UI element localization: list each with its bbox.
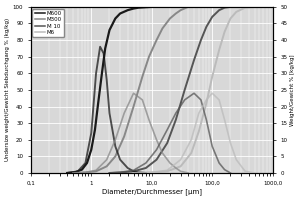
Y-axis label: Undersize weight/Gewicht Siebdurchgang % (kg/kg): Undersize weight/Gewicht Siebdurchgang %…	[5, 18, 10, 161]
Y-axis label: Weight/Gewicht % [kg/kg]: Weight/Gewicht % [kg/kg]	[290, 54, 295, 126]
X-axis label: Diameter/Durchmesser [μm]: Diameter/Durchmesser [μm]	[102, 188, 202, 195]
Legend: M600, M300, M 10, M6: M600, M300, M 10, M6	[32, 9, 64, 37]
